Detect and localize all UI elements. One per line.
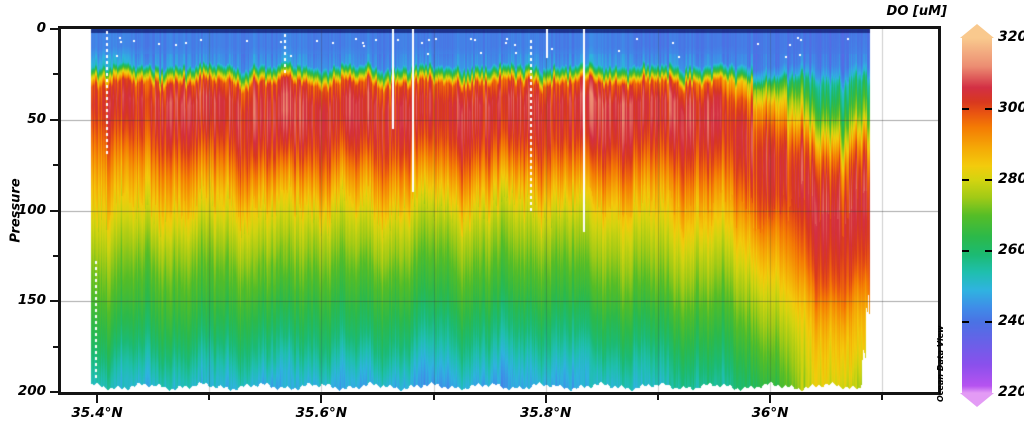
colorbar-tick-label: 260 — [998, 242, 1024, 258]
do-section-heatmap — [61, 29, 938, 392]
colorbar-tick — [962, 108, 969, 110]
x-major-tick — [769, 395, 772, 403]
colorbar-tick — [985, 321, 992, 323]
colorbar-tick — [985, 179, 992, 181]
x-minor-tick — [881, 395, 884, 400]
y-minor-tick — [53, 73, 58, 76]
y-major-tick — [50, 209, 58, 212]
colorbar-tick — [962, 179, 969, 181]
y-tick-label: 0 — [36, 20, 46, 36]
y-major-tick — [50, 391, 58, 393]
x-tick-label: 35.8°N — [519, 405, 572, 421]
colorbar-down-arrow — [960, 393, 994, 407]
colorbar-gradient — [962, 38, 992, 393]
colorbar-tick-label: 320 — [998, 29, 1024, 45]
x-minor-tick — [656, 395, 659, 400]
y-tick-label: 100 — [17, 201, 46, 218]
y-major-tick — [50, 300, 58, 303]
y-tick-label: 50 — [27, 110, 46, 127]
y-tick-label: 200 — [17, 383, 46, 399]
y-minor-tick — [53, 345, 58, 348]
colorbar-tick-label: 220 — [998, 384, 1024, 400]
x-minor-tick — [208, 395, 211, 400]
y-major-tick — [50, 28, 58, 30]
colorbar-tick — [985, 108, 992, 110]
colorbar-tick-label: 280 — [998, 171, 1024, 187]
colorbar-tick-label: 300 — [998, 100, 1024, 116]
y-tick-label: 150 — [17, 292, 46, 309]
colorbar-tick — [962, 321, 969, 323]
y-minor-tick — [53, 254, 58, 257]
y-minor-tick — [53, 164, 58, 167]
x-major-tick — [320, 395, 323, 403]
colorbar-tick-label: 240 — [998, 313, 1024, 329]
ocean-data-view-credit: Ocean Data View — [936, 325, 945, 402]
x-major-tick — [544, 395, 547, 403]
colorbar-title: DO [uM] — [886, 4, 947, 19]
y-major-tick — [50, 118, 58, 121]
x-minor-tick — [432, 395, 435, 400]
x-tick-label: 35.4°N — [71, 405, 123, 421]
x-tick-label: 35.6°N — [295, 405, 348, 421]
x-tick-label: 36°N — [751, 405, 789, 421]
colorbar-tick — [985, 250, 992, 252]
plot-area — [58, 26, 941, 395]
colorbar-up-arrow — [960, 24, 994, 38]
colorbar-tick — [962, 250, 969, 252]
x-major-tick — [96, 395, 98, 403]
